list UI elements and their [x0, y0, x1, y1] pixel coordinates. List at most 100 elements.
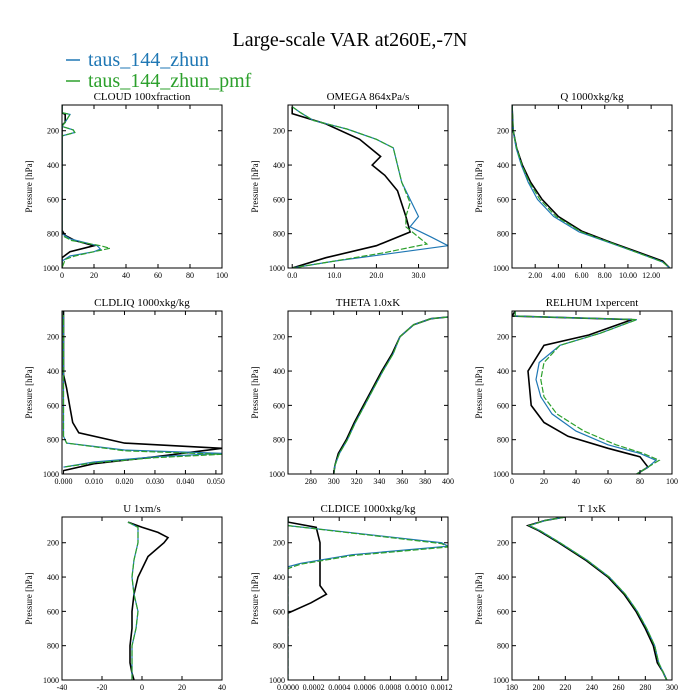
- x-tick-label: 0: [60, 271, 64, 280]
- x-tick-label: 20: [540, 477, 548, 486]
- x-tick-label: 8.00: [598, 271, 612, 280]
- y-axis-label: Pressure [hPa]: [24, 160, 34, 212]
- x-tick-label: 0.040: [176, 477, 194, 486]
- x-tick-label: 380: [419, 477, 431, 486]
- x-tick-label: 0.0002: [303, 683, 325, 692]
- y-tick-label: 800: [47, 642, 59, 651]
- y-tick-label: 200: [497, 127, 509, 136]
- series-line-taus-144-zhun-pmf: [514, 311, 661, 474]
- series-line-obs: [332, 316, 448, 474]
- x-tick-label: 0.0000: [277, 683, 299, 692]
- y-tick-label: 200: [273, 539, 285, 548]
- x-tick-label: 300: [328, 477, 340, 486]
- y-tick-label: 800: [497, 230, 509, 239]
- series-line-taus-144-zhun: [62, 311, 222, 468]
- y-axis-label: Pressure [hPa]: [474, 160, 484, 212]
- series-line-taus-144-zhun-pmf: [512, 105, 671, 268]
- series-line-taus-144-zhun: [527, 517, 668, 680]
- x-tick-label: 0: [140, 683, 144, 692]
- x-tick-label: 80: [636, 477, 644, 486]
- chart-panel-5: THETA 1.0xK Pressure [hPa] 200 400 600 800 100…: [250, 297, 454, 486]
- x-tick-label: 400: [442, 477, 454, 486]
- x-tick-label: 0.0006: [354, 683, 376, 692]
- x-tick-label: 100: [666, 477, 678, 486]
- x-tick-label: 10.0: [327, 271, 341, 280]
- x-tick-label: 0.030: [146, 477, 164, 486]
- x-tick-label: 240: [586, 683, 598, 692]
- y-tick-label: 600: [497, 401, 509, 410]
- series-line-obs: [288, 517, 328, 614]
- x-tick-label: 0.020: [115, 477, 133, 486]
- series-line-taus-144-zhun-pmf: [333, 316, 448, 474]
- x-tick-label: 30.0: [412, 271, 426, 280]
- x-tick-label: 2.00: [528, 271, 542, 280]
- plot-frame: [511, 104, 673, 269]
- panel-title: Q 1000xkg/kg: [560, 91, 624, 103]
- y-tick-label: 400: [497, 161, 509, 170]
- x-tick-label: 220: [559, 683, 571, 692]
- x-tick-label: 0.0010: [405, 683, 427, 692]
- y-axis-label: Pressure [hPa]: [24, 366, 34, 418]
- y-tick-label: 400: [273, 161, 285, 170]
- y-axis-label: Pressure [hPa]: [24, 572, 34, 624]
- y-tick-label: 600: [47, 401, 59, 410]
- series-line-taus-144-zhun-pmf: [288, 517, 448, 680]
- y-axis-label: Pressure [hPa]: [250, 366, 260, 418]
- x-tick-label: 260: [613, 683, 625, 692]
- x-tick-label: 40: [122, 271, 130, 280]
- y-tick-label: 200: [47, 333, 59, 342]
- series-line-taus-144-zhun-pmf: [62, 105, 111, 268]
- panel-title: THETA 1.0xK: [336, 297, 401, 309]
- x-tick-label: 0.0012: [431, 683, 453, 692]
- y-tick-label: 200: [47, 127, 59, 136]
- plot-frame: [61, 310, 223, 475]
- series-line-taus-144-zhun-pmf: [127, 521, 139, 680]
- legend-label-zhun-pmf: taus_144_zhun_pmf: [88, 70, 252, 92]
- series-line-taus-144-zhun: [291, 106, 448, 268]
- x-tick-label: 280: [305, 477, 317, 486]
- y-tick-label: 800: [273, 436, 285, 445]
- x-tick-label: 0.0004: [328, 683, 350, 692]
- y-tick-label: 1000: [269, 676, 285, 685]
- series-line-obs: [525, 517, 668, 680]
- y-tick-label: 600: [497, 195, 509, 204]
- y-tick-label: 1000: [269, 264, 285, 273]
- y-tick-label: 600: [273, 195, 285, 204]
- y-axis-label: Pressure [hPa]: [250, 572, 260, 624]
- x-tick-label: 60: [604, 477, 612, 486]
- y-tick-label: 800: [273, 642, 285, 651]
- x-tick-label: 40: [572, 477, 580, 486]
- panel-title: CLDICE 1000xkg/kg: [320, 503, 416, 515]
- panel-title: RELHUM 1xpercent: [546, 297, 639, 309]
- y-tick-label: 400: [47, 573, 59, 582]
- y-tick-label: 400: [273, 367, 285, 376]
- plot-frame: [61, 104, 223, 269]
- x-tick-label: 20: [90, 271, 98, 280]
- y-axis-label: Pressure [hPa]: [250, 160, 260, 212]
- plot-frame: [511, 310, 673, 475]
- panel-title: CLDLIQ 1000xkg/kg: [94, 297, 190, 309]
- y-tick-label: 1000: [493, 264, 509, 273]
- x-tick-label: 10.00: [619, 271, 637, 280]
- y-tick-label: 600: [273, 401, 285, 410]
- y-axis-label: Pressure [hPa]: [474, 366, 484, 418]
- chart-panel-3: Q 1000xkg/kg Pressure [hPa] 200 400 600 800 10…: [474, 91, 673, 280]
- panel-title: OMEGA 864xPa/s: [327, 91, 410, 103]
- x-tick-label: 340: [373, 477, 385, 486]
- y-tick-label: 800: [47, 436, 59, 445]
- y-tick-label: 600: [47, 607, 59, 616]
- series-line-obs: [512, 105, 671, 268]
- x-tick-label: 0.000: [55, 477, 73, 486]
- series-line-taus-144-zhun: [333, 316, 448, 474]
- series-line-taus-144-zhun: [512, 105, 671, 268]
- plot-frame: [287, 516, 449, 681]
- x-tick-label: -20: [97, 683, 108, 692]
- y-tick-label: 400: [47, 367, 59, 376]
- y-tick-label: 400: [273, 573, 285, 582]
